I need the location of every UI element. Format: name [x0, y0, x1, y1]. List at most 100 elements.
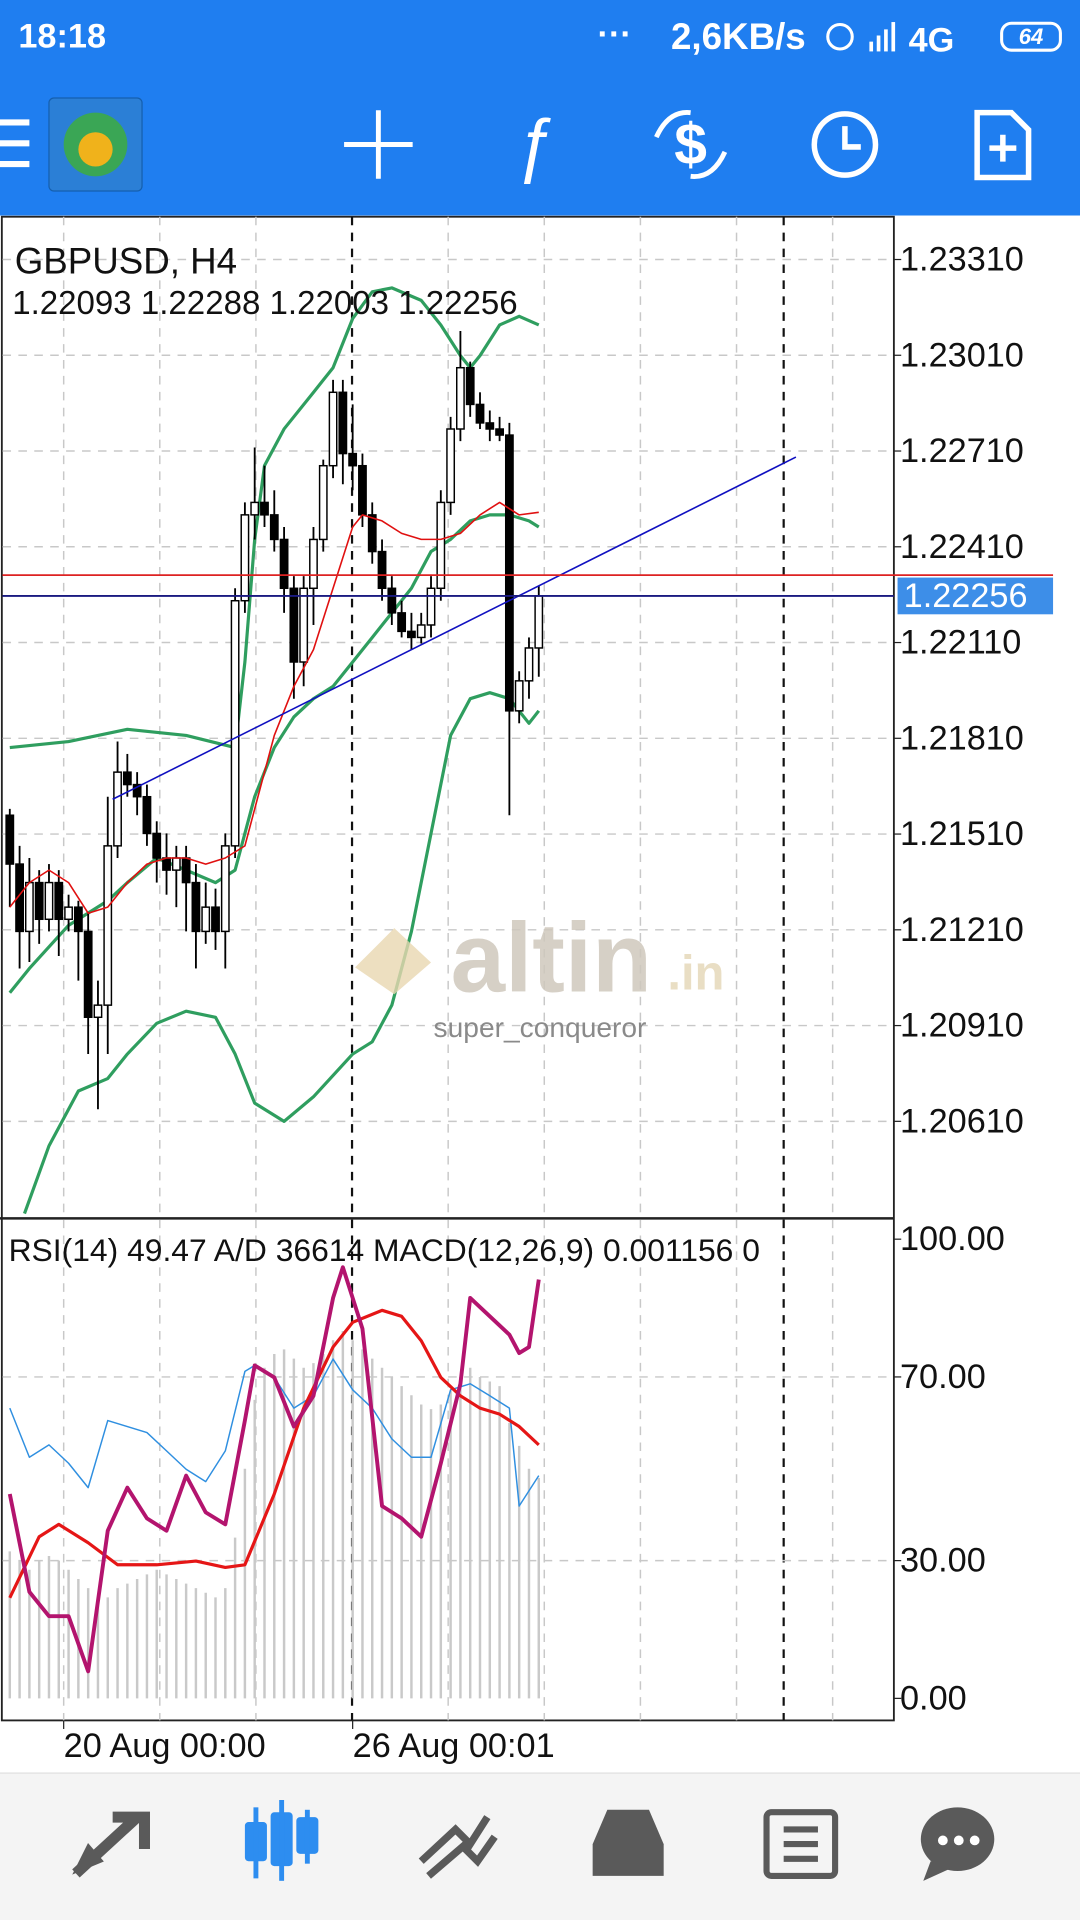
candle-body: [83, 930, 93, 1019]
candle-body: [338, 391, 348, 455]
candle-body: [15, 863, 24, 933]
network-type: 4G: [909, 21, 955, 59]
y-tick-label: 0.00: [900, 1679, 967, 1717]
candle-body: [485, 422, 495, 430]
candle-body: [54, 881, 64, 921]
crosshair-button[interactable]: [344, 110, 413, 179]
candle-body: [230, 599, 240, 847]
candle-body: [24, 881, 34, 933]
candle-body: [152, 832, 162, 859]
candle-body: [34, 881, 44, 921]
candle-body: [201, 906, 211, 933]
clock: 18:18: [18, 18, 106, 56]
candle-body: [407, 630, 416, 639]
watermark-logo: [355, 928, 432, 995]
watermark-suffix: .in: [667, 946, 724, 1000]
quotes-tab[interactable]: [72, 1811, 150, 1878]
y-tick-label: 1.23010: [900, 336, 1024, 374]
candle-body: [5, 814, 15, 865]
candle-body: [367, 514, 377, 553]
indicators-button[interactable]: ƒ: [514, 105, 554, 184]
candle-body: [328, 391, 338, 467]
indicator-line: [9, 286, 540, 750]
y-tick-label: 1.23310: [900, 241, 1024, 279]
y-tick-label: 1.21510: [900, 815, 1024, 853]
candle-body: [162, 857, 171, 871]
y-tick-label: 1.22110: [900, 624, 1021, 662]
more-dots: ···: [598, 15, 632, 53]
candle-body: [279, 538, 289, 590]
chart-tab[interactable]: [244, 1800, 319, 1881]
alarm-icon: [826, 22, 854, 51]
battery-level: 64: [1019, 24, 1044, 49]
bottom-nav: [0, 1773, 1080, 1920]
candle-body: [446, 428, 456, 504]
candle-body: [387, 587, 397, 614]
mt4-logo-badge: [78, 132, 113, 167]
y-tick-label: 1.22710: [900, 432, 1024, 470]
candle-body: [318, 464, 328, 541]
y-tick-label: 30.00: [900, 1542, 986, 1580]
candle-body: [171, 857, 181, 871]
candle-body: [113, 771, 122, 847]
trade-tab[interactable]: [418, 1815, 498, 1879]
vertical-grid: [62, 216, 834, 1721]
candle-body: [181, 857, 191, 884]
bid-label: 1.22256: [904, 577, 1028, 615]
y-tick-label: 1.20610: [900, 1102, 1024, 1140]
chart-layer: 1.23310 1.23010 1.22710 1.22410 1.22110 1.218…: [2, 241, 1054, 1765]
ohlc-line: 1.22093 1.22288 1.22003 1.22256: [12, 285, 517, 322]
candle-body: [289, 587, 299, 663]
watermark-user: super_conqueror: [434, 1012, 647, 1043]
candle-body: [309, 538, 318, 590]
candle-body: [132, 783, 142, 798]
candle-body: [456, 366, 465, 430]
candle-body: [220, 845, 230, 933]
symbol-title: GBPUSD, H4: [15, 240, 237, 281]
candle-body: [103, 845, 113, 1006]
candle-body: [504, 434, 514, 712]
x-tick-label: 20 Aug 00:00: [64, 1727, 266, 1765]
trade-arrows: [654, 110, 728, 179]
net-speed: 2,6KB/s: [671, 16, 806, 57]
y-tick-label: 1.22410: [900, 528, 1024, 566]
candle-body: [44, 881, 54, 921]
candle-body: [534, 595, 544, 649]
candle-body: [348, 452, 358, 467]
period-button[interactable]: [811, 111, 879, 178]
candle-body: [64, 906, 73, 921]
candle-body: [475, 403, 485, 424]
candle-body: [495, 428, 505, 436]
candle-body: [358, 464, 367, 516]
history-tab[interactable]: [592, 1809, 664, 1876]
y-tick-label: 70.00: [900, 1358, 986, 1396]
candle-body: [436, 501, 446, 590]
watermark-brand: altin: [451, 903, 652, 1013]
candle-body: [122, 771, 132, 786]
indicator-line: [7, 1265, 541, 1674]
candle-body: [377, 550, 387, 590]
candle-body: [465, 366, 475, 406]
candle-body: [93, 1004, 103, 1019]
chat-tab[interactable]: [920, 1807, 995, 1881]
candle-body: [240, 514, 250, 602]
candle-body: [514, 680, 524, 712]
y-tick-label: 100.00: [900, 1220, 1005, 1258]
candle-body: [260, 501, 269, 516]
candle-body: [426, 587, 436, 626]
candle-body: [211, 906, 220, 933]
x-tick-label: 26 Aug 00:01: [353, 1727, 555, 1765]
candle-body: [524, 647, 534, 682]
candle-body: [416, 624, 426, 639]
indicator-line: [22, 691, 541, 1215]
app-bar: [0, 0, 1080, 216]
menu-button[interactable]: [0, 119, 30, 168]
candle-body: [142, 795, 152, 835]
trade-button[interactable]: $: [674, 112, 707, 177]
indicator-header: RSI(14) 49.47 A/D 36614 MACD(12,26,9) 0.…: [9, 1232, 760, 1268]
y-tick-label: 1.20910: [900, 1007, 1024, 1045]
templates-button[interactable]: [974, 109, 1032, 181]
news-tab[interactable]: [763, 1809, 839, 1879]
